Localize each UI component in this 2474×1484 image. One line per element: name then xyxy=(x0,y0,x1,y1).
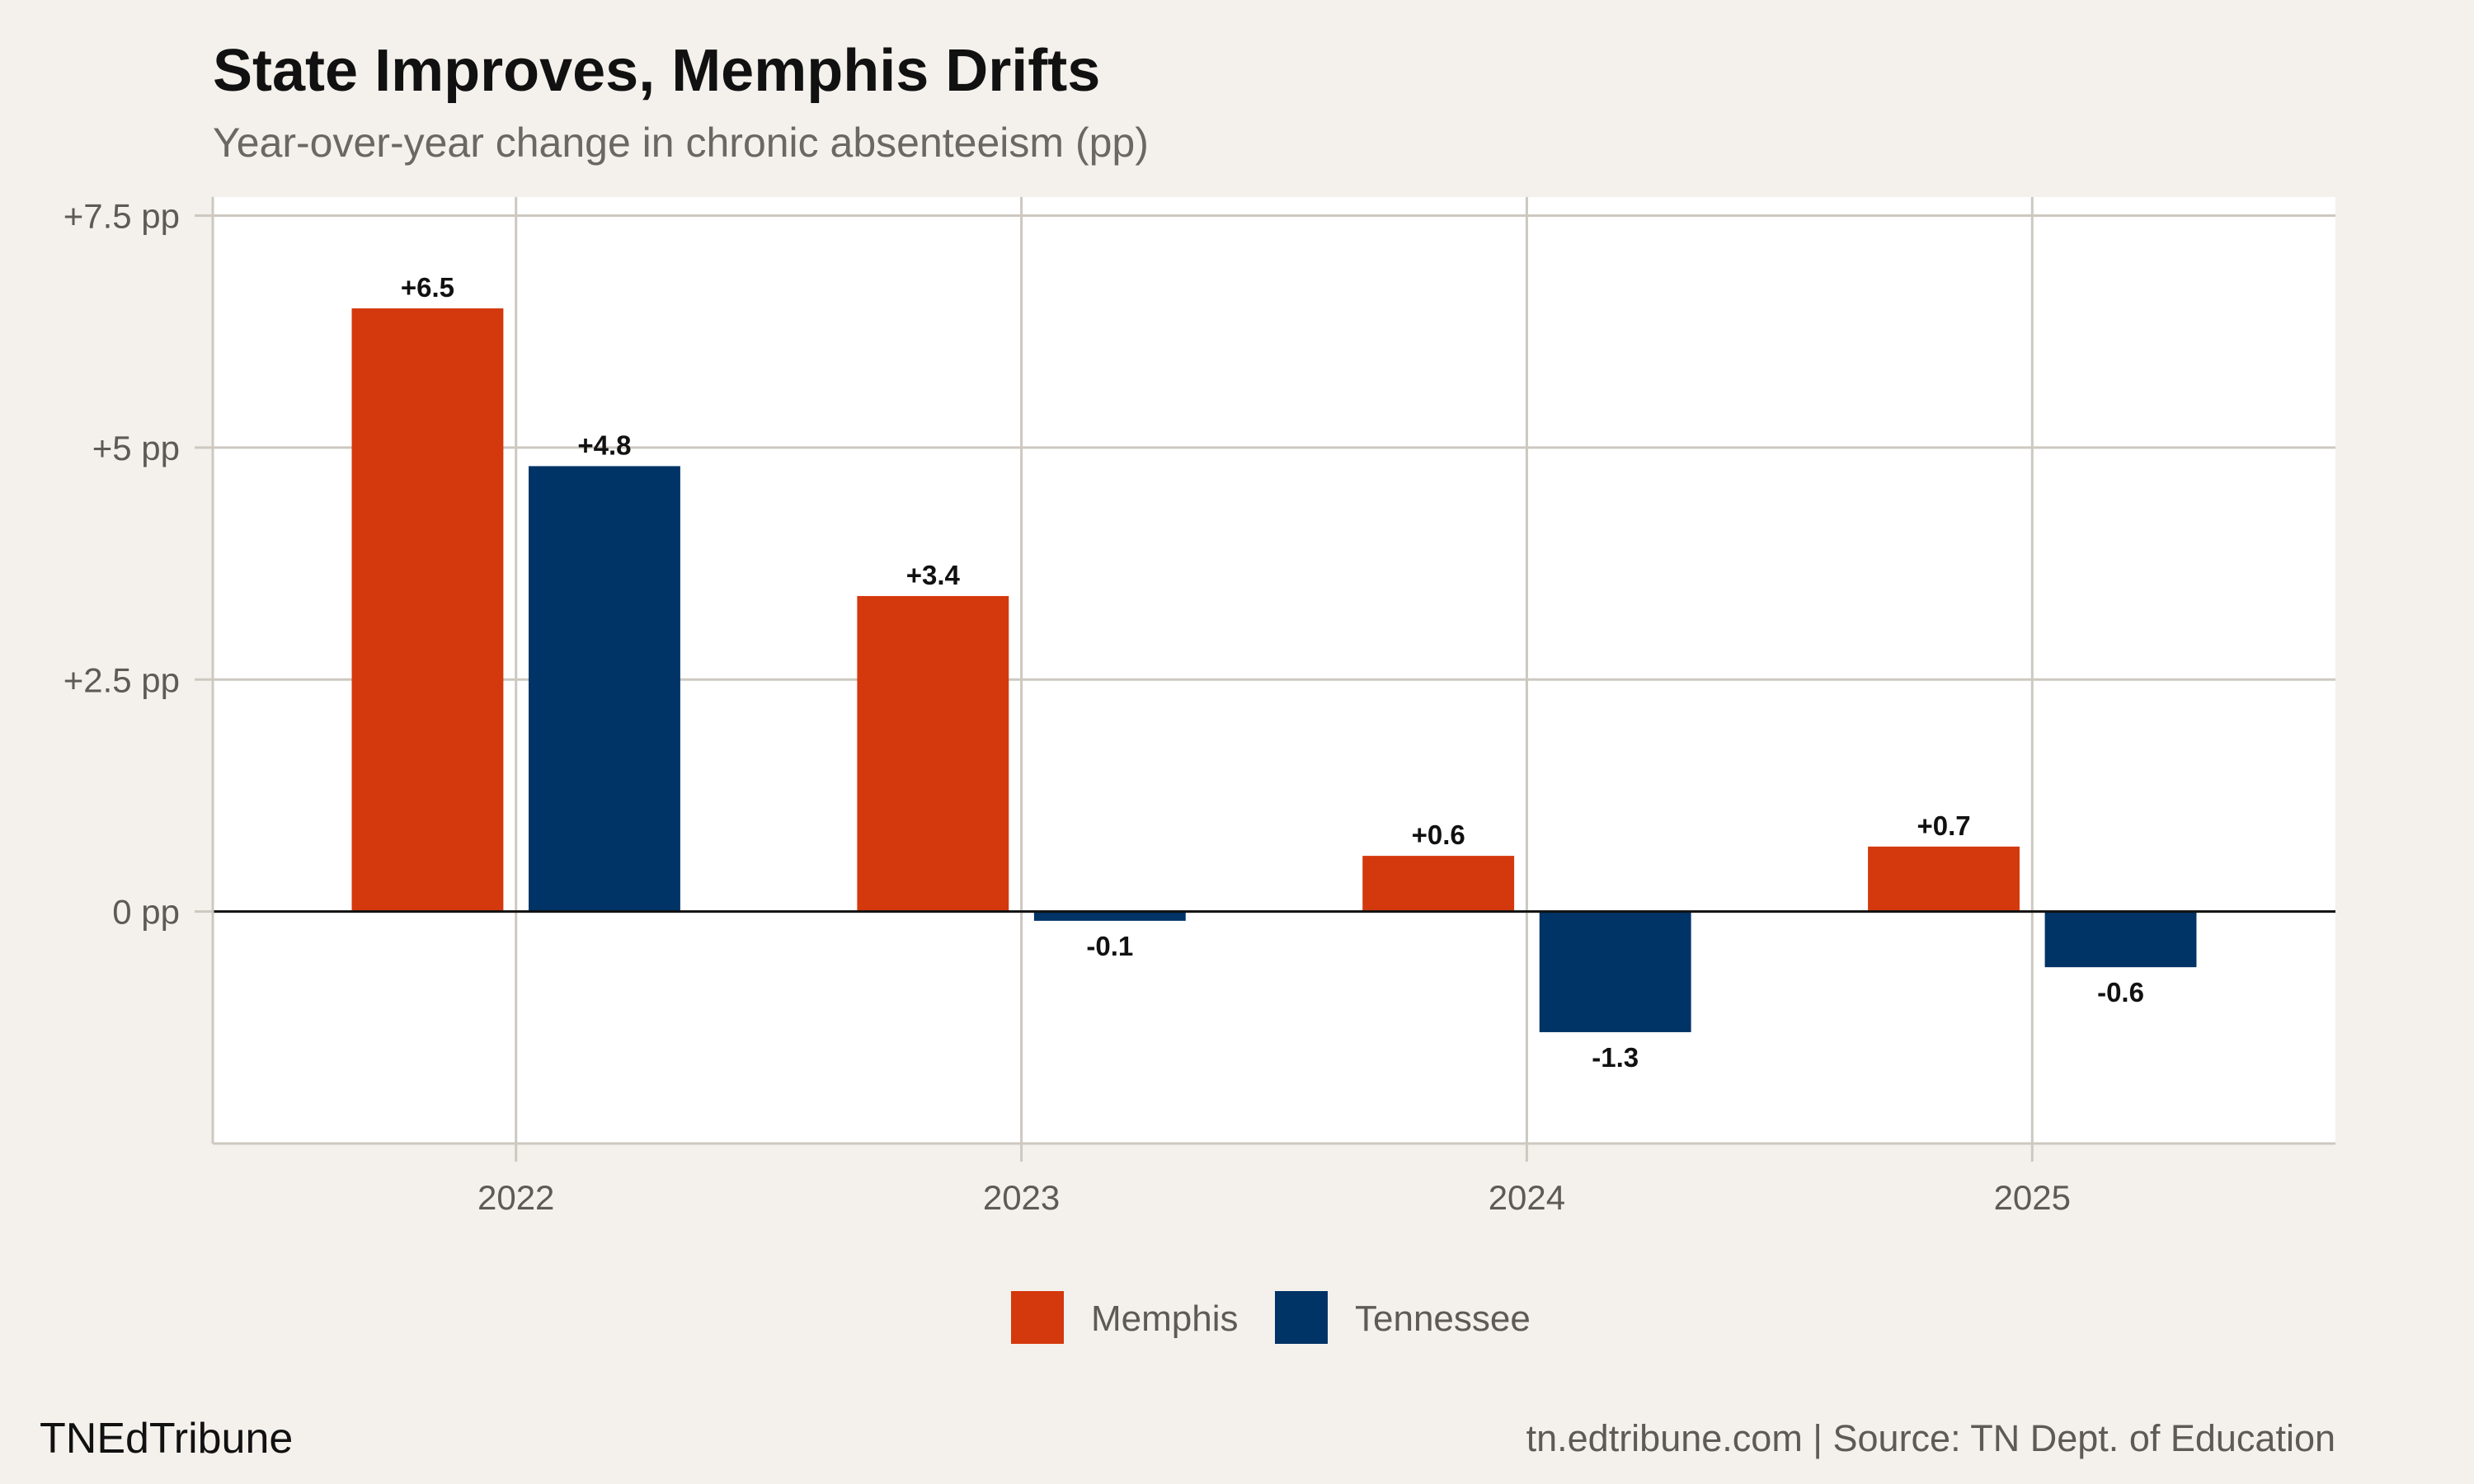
brand-name: TNEdTribune xyxy=(40,1415,293,1463)
bar-memphis-2023 xyxy=(857,595,1009,912)
data-labels: +6.5 +3.4 +0.6 +0.7 +4.8 -0.1 -1.3 -0.6 xyxy=(401,272,2144,1073)
y-tick-label: +7.5 pp xyxy=(63,197,180,236)
legend-swatch-memphis xyxy=(1011,1291,1064,1344)
data-label: -0.1 xyxy=(1086,931,1133,961)
legend-label-memphis: Memphis xyxy=(1091,1298,1239,1339)
bar-memphis-2025 xyxy=(1868,846,2020,912)
x-tick-label: 2025 xyxy=(1994,1178,2071,1217)
data-label: +6.5 xyxy=(401,272,454,303)
data-label: +3.4 xyxy=(906,560,961,590)
bars xyxy=(351,308,2197,1032)
bar-tennessee-2024 xyxy=(1539,911,1691,1032)
legend-label-tennessee: Tennessee xyxy=(1355,1298,1531,1339)
legend: Memphis Tennessee xyxy=(1011,1291,1531,1344)
bar-memphis-2024 xyxy=(1362,856,1515,912)
bar-memphis-2022 xyxy=(351,308,504,912)
legend-swatch-tennessee xyxy=(1275,1291,1328,1344)
data-label: -1.3 xyxy=(1592,1042,1639,1073)
x-tick-label: 2023 xyxy=(983,1178,1060,1217)
bar-tennessee-2025 xyxy=(2044,911,2197,968)
data-label: +0.6 xyxy=(1412,819,1465,850)
y-tick-label: +5 pp xyxy=(92,429,180,467)
chart-subtitle: Year-over-year change in chronic absente… xyxy=(213,120,1149,166)
y-tick-label: +2.5 pp xyxy=(63,660,180,699)
axes: +7.5 pp +5 pp +2.5 pp 0 pp 2022 2023 2024 2025 xyxy=(63,197,2335,1217)
bar-tennessee-2023 xyxy=(1033,911,1186,921)
chart-title: State Improves, Memphis Drifts xyxy=(213,38,1100,104)
x-tick-label: 2024 xyxy=(1489,1178,1565,1217)
data-label: +0.7 xyxy=(1917,810,1970,841)
x-tick-label: 2022 xyxy=(477,1178,554,1217)
bar-tennessee-2022 xyxy=(529,466,680,912)
source-credit: tn.edtribune.com | Source: TN Dept. of E… xyxy=(1526,1417,2335,1459)
data-label: -0.6 xyxy=(2097,977,2144,1007)
data-label: +4.8 xyxy=(577,430,631,460)
y-tick-label: 0 pp xyxy=(112,893,180,932)
